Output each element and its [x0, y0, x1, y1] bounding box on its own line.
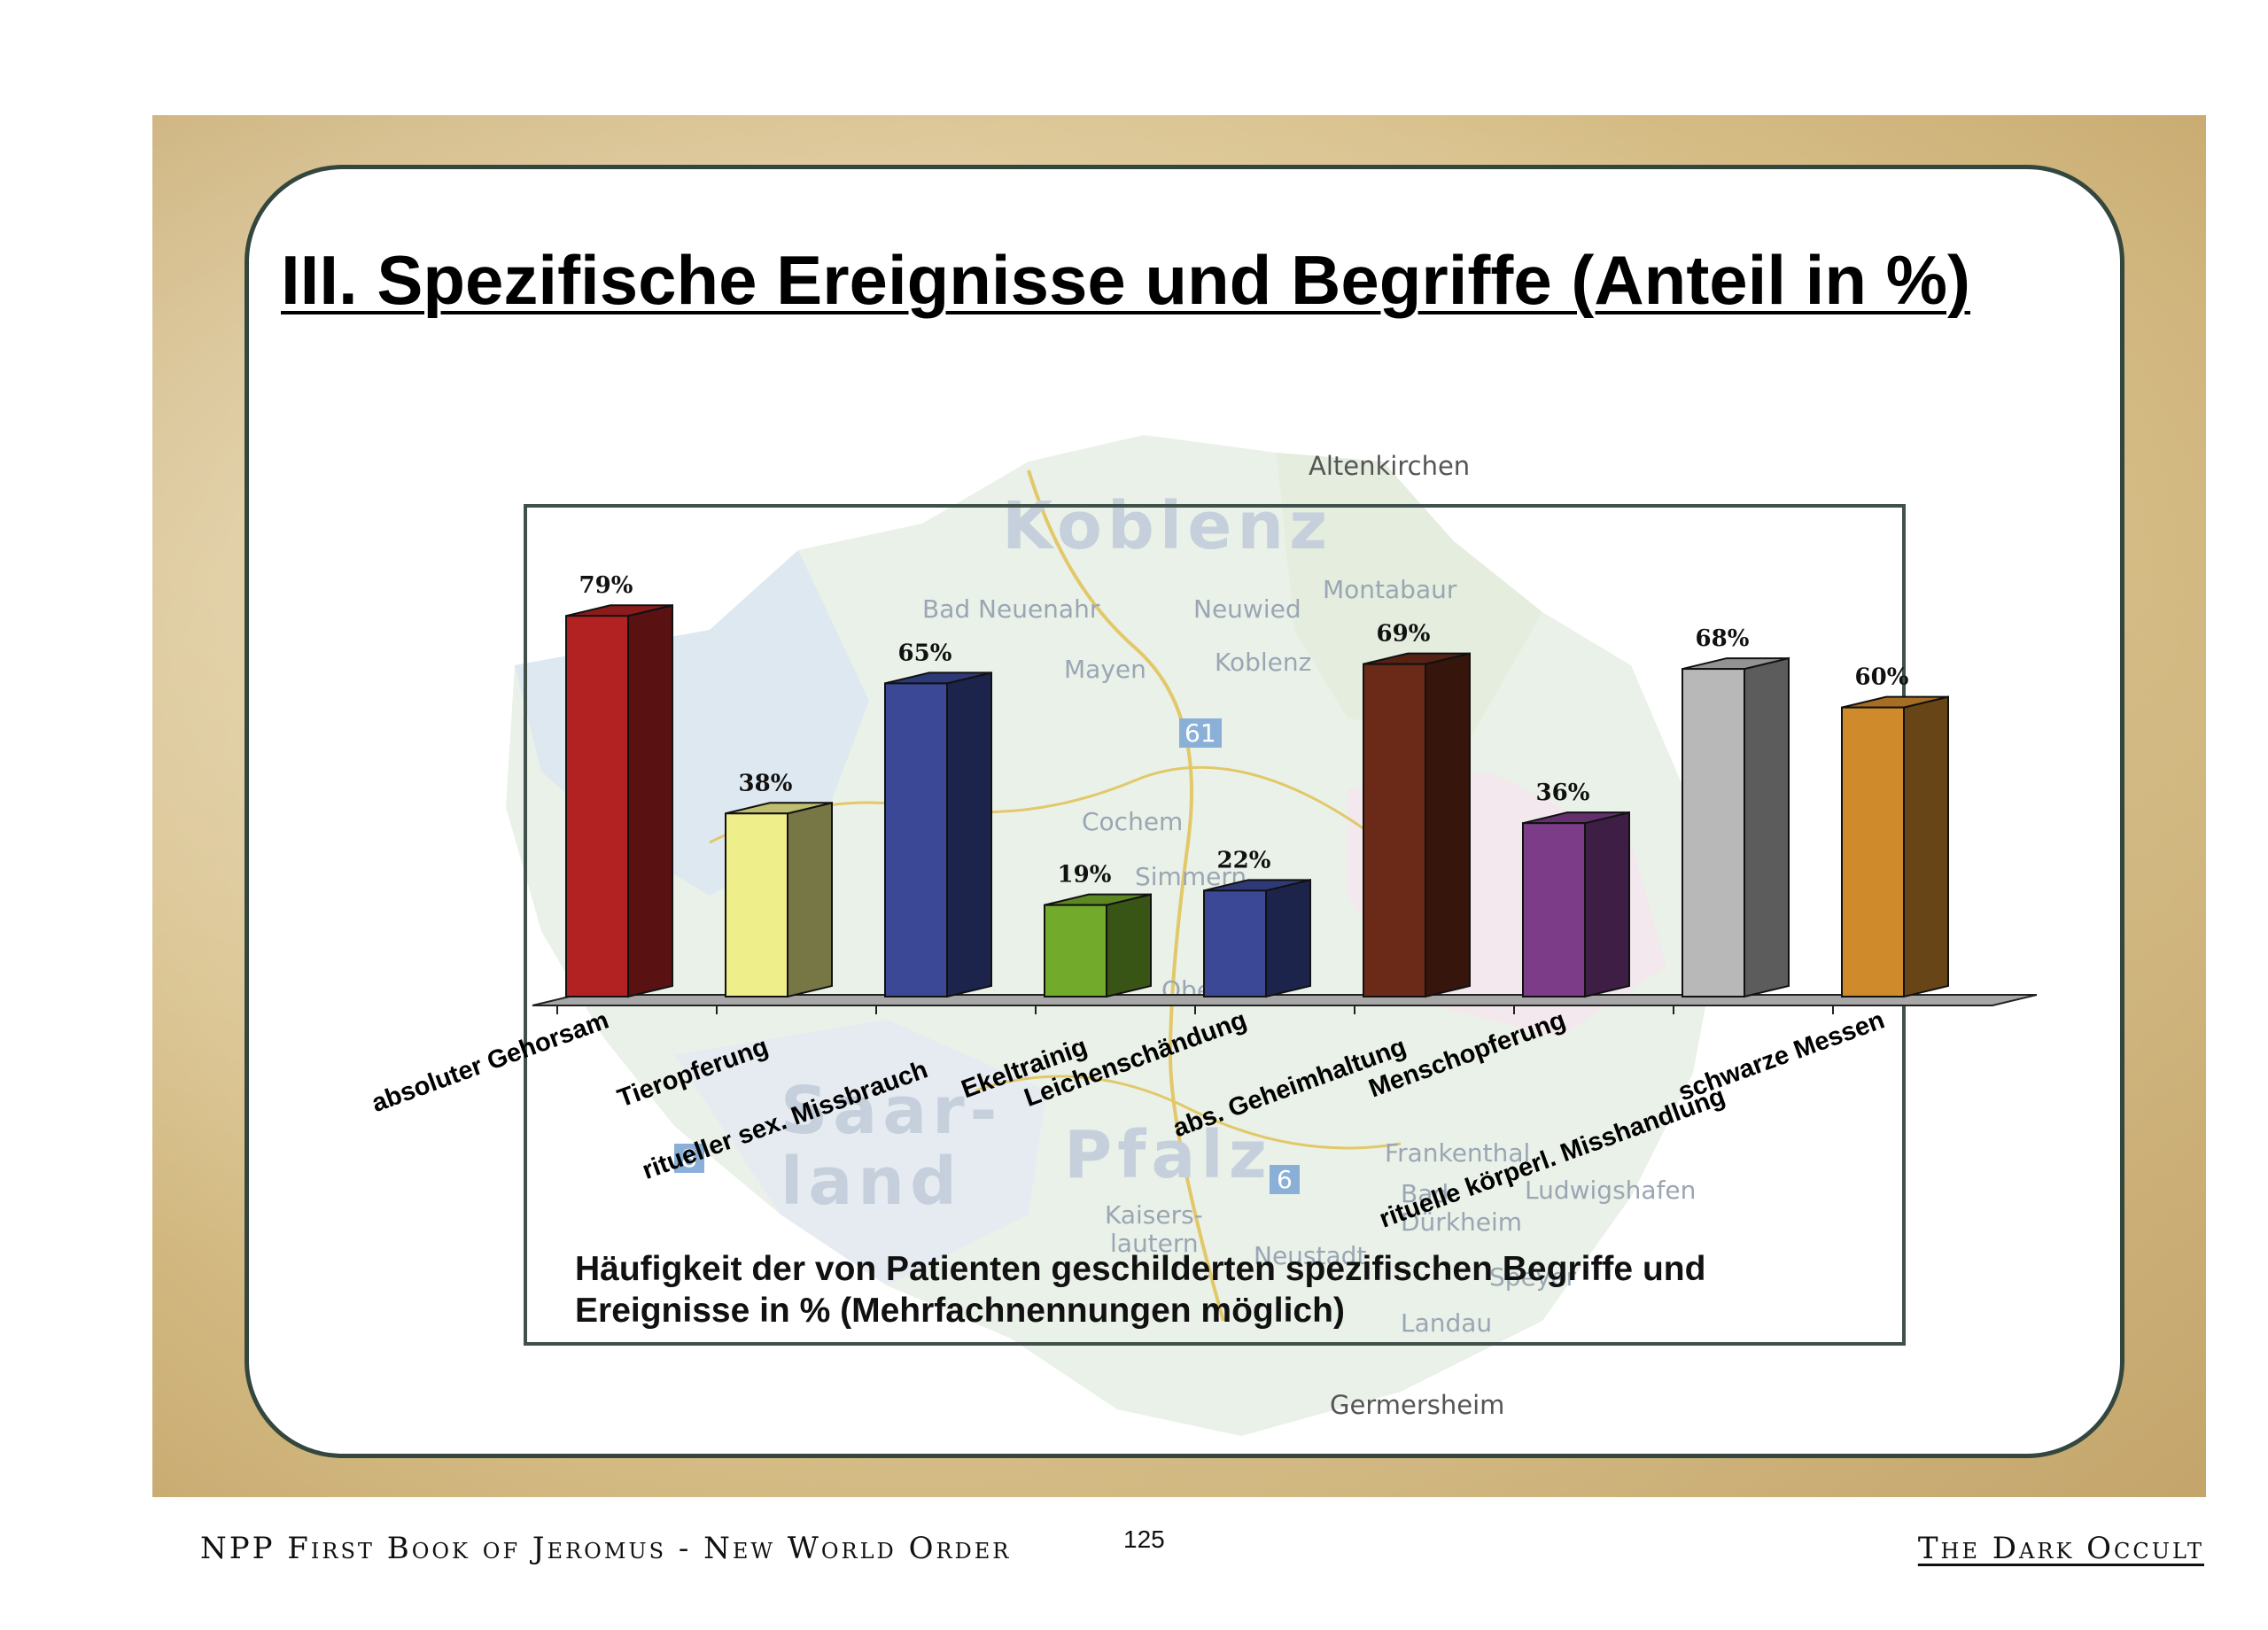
map-label: 8 — [674, 1144, 704, 1173]
category-label-0: absoluter Gehorsam — [368, 1006, 612, 1119]
bar-side-3 — [1106, 893, 1152, 998]
slide-card: Altenkirchen Koblenz Bad Neuenahr Neuwie… — [245, 165, 2124, 1458]
category-label-7: rituelle körperl. Misshandlung — [1376, 1083, 1729, 1234]
map-label: Mayen — [1064, 655, 1146, 684]
slide-title: III. Spezifische Ereignisse und Begriffe… — [281, 241, 1971, 319]
data-label-3: 19% — [1058, 862, 1112, 889]
map-label: Germersheim — [1330, 1390, 1505, 1420]
map-label: Neustadt — [1254, 1241, 1367, 1270]
data-label-2: 65% — [898, 640, 952, 666]
page-number: 125 — [1123, 1525, 1165, 1553]
category-label-8: schwarze Messen — [1674, 1006, 1888, 1107]
bar-side-7 — [1744, 656, 1790, 998]
map-label: Speyer — [1489, 1262, 1577, 1292]
bar-side-6 — [1584, 811, 1630, 998]
map-label: 6 — [1270, 1165, 1300, 1194]
bar-7 — [1682, 668, 1745, 998]
map-label: Landau — [1401, 1308, 1493, 1338]
bar-side-1 — [787, 802, 833, 998]
bar-0 — [565, 615, 629, 997]
map-label: Dürkheim — [1401, 1207, 1523, 1237]
data-label-5: 69% — [1377, 621, 1431, 648]
data-label-8: 60% — [1855, 664, 1909, 691]
bar-side-0 — [627, 603, 673, 998]
map-label: Kaisers- — [1105, 1200, 1203, 1230]
data-label-7: 68% — [1696, 625, 1750, 652]
bar-8 — [1841, 706, 1905, 997]
map-label: land — [781, 1144, 962, 1220]
bar-side-4 — [1265, 879, 1311, 998]
bar-3 — [1044, 904, 1107, 998]
chart-caption: Häufigkeit der von Patienten geschildert… — [575, 1250, 1706, 1330]
data-label-4: 22% — [1217, 847, 1271, 873]
map-label: Saar- — [781, 1073, 1003, 1149]
map-label: Koblenz — [1002, 488, 1333, 564]
category-label-1: Tieropferung — [614, 1033, 773, 1114]
bar-side-8 — [1903, 695, 1949, 998]
map-label: 61 — [1179, 718, 1222, 748]
data-label-0: 79% — [579, 572, 633, 599]
map-label: lautern — [1110, 1229, 1199, 1258]
footer-book-title: NPP First Book of Jeromus - New World Or… — [200, 1531, 1012, 1566]
map-label: Bad Neuenahr — [922, 594, 1100, 624]
bar-1 — [725, 812, 788, 998]
map-label: Koblenz — [1215, 648, 1312, 677]
map-label: Cochem — [1082, 807, 1184, 836]
map-label: Ludwigshafen — [1525, 1176, 1697, 1205]
bar-6 — [1522, 822, 1586, 997]
bar-5 — [1363, 663, 1426, 997]
bar-side-5 — [1425, 652, 1471, 998]
data-label-1: 38% — [739, 770, 793, 796]
bar-chart: 79% absoluter Gehorsam 38% Tieropferung 65% r… — [368, 572, 2038, 1234]
map-label: Frankenthal — [1385, 1138, 1531, 1168]
bar-side-2 — [946, 671, 992, 998]
map-label: Neuwied — [1193, 594, 1301, 624]
bar-4 — [1203, 889, 1267, 998]
data-label-6: 36% — [1536, 780, 1590, 806]
map-label: Pfalz — [1064, 1117, 1272, 1193]
footer-site-title: The Dark Occult — [1917, 1531, 2204, 1566]
map-label: Altenkirchen — [1309, 451, 1471, 481]
map-label: Montabaur — [1323, 575, 1457, 604]
map-label: Bad — [1401, 1179, 1449, 1208]
bar-2 — [884, 682, 948, 998]
